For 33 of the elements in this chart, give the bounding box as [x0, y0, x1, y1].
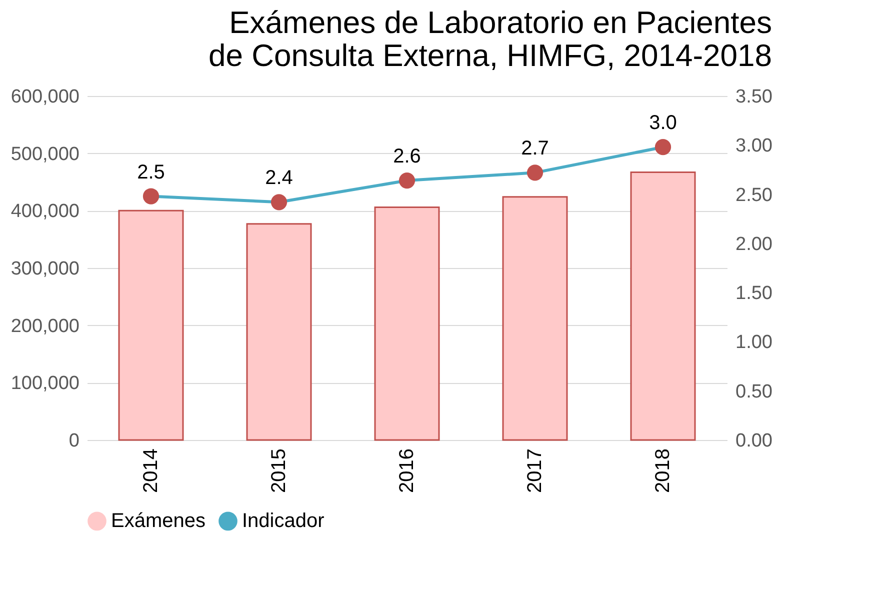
y2-tick-label: 0.00: [736, 430, 772, 452]
data-label: 3.0: [649, 112, 677, 134]
y2-tick-label: 3.00: [736, 136, 772, 157]
y-tick-label: 300,000: [10, 258, 80, 280]
y-tick-label: 500,000: [10, 144, 80, 165]
y2-tick-label: 3.50: [736, 86, 772, 108]
x-tick-label: 2015: [268, 448, 290, 493]
y-tick-label: 200,000: [10, 316, 80, 337]
y2-tick-label: 0.50: [736, 381, 772, 402]
bar: [630, 172, 696, 441]
bar: [502, 196, 568, 441]
y-tick-label: 600,000: [10, 86, 80, 108]
x-tick-label: 2014: [140, 448, 162, 493]
data-label: 2.4: [265, 167, 293, 190]
x-tick-label: 2017: [524, 448, 546, 493]
data-label: 2.5: [137, 161, 165, 184]
x-tick-label: 2018: [652, 448, 674, 493]
y-tick-label: 400,000: [10, 201, 80, 222]
y2-tick-label: 2.00: [736, 234, 772, 255]
data-label: 2.7: [521, 138, 549, 160]
bar: [374, 206, 440, 441]
y2-tick-label: 1.50: [736, 283, 772, 304]
bar: [118, 210, 184, 441]
data-label: 2.6: [393, 146, 421, 168]
legend-label: Indicador: [242, 510, 325, 532]
x-tick-label: 2016: [396, 448, 418, 493]
chart-title: Exámenes de Laboratorio en Pacientes de Consulta Externa, HIMFG, 2014-2018: [208, 5, 772, 73]
y2-tick-label: 2.50: [736, 184, 772, 206]
y-tick-label: 100,000: [10, 373, 80, 394]
legend-label: Exámenes: [111, 510, 206, 532]
bar: [246, 223, 312, 441]
y2-tick-label: 1.00: [736, 332, 772, 354]
y-tick-label: 0: [68, 430, 80, 452]
